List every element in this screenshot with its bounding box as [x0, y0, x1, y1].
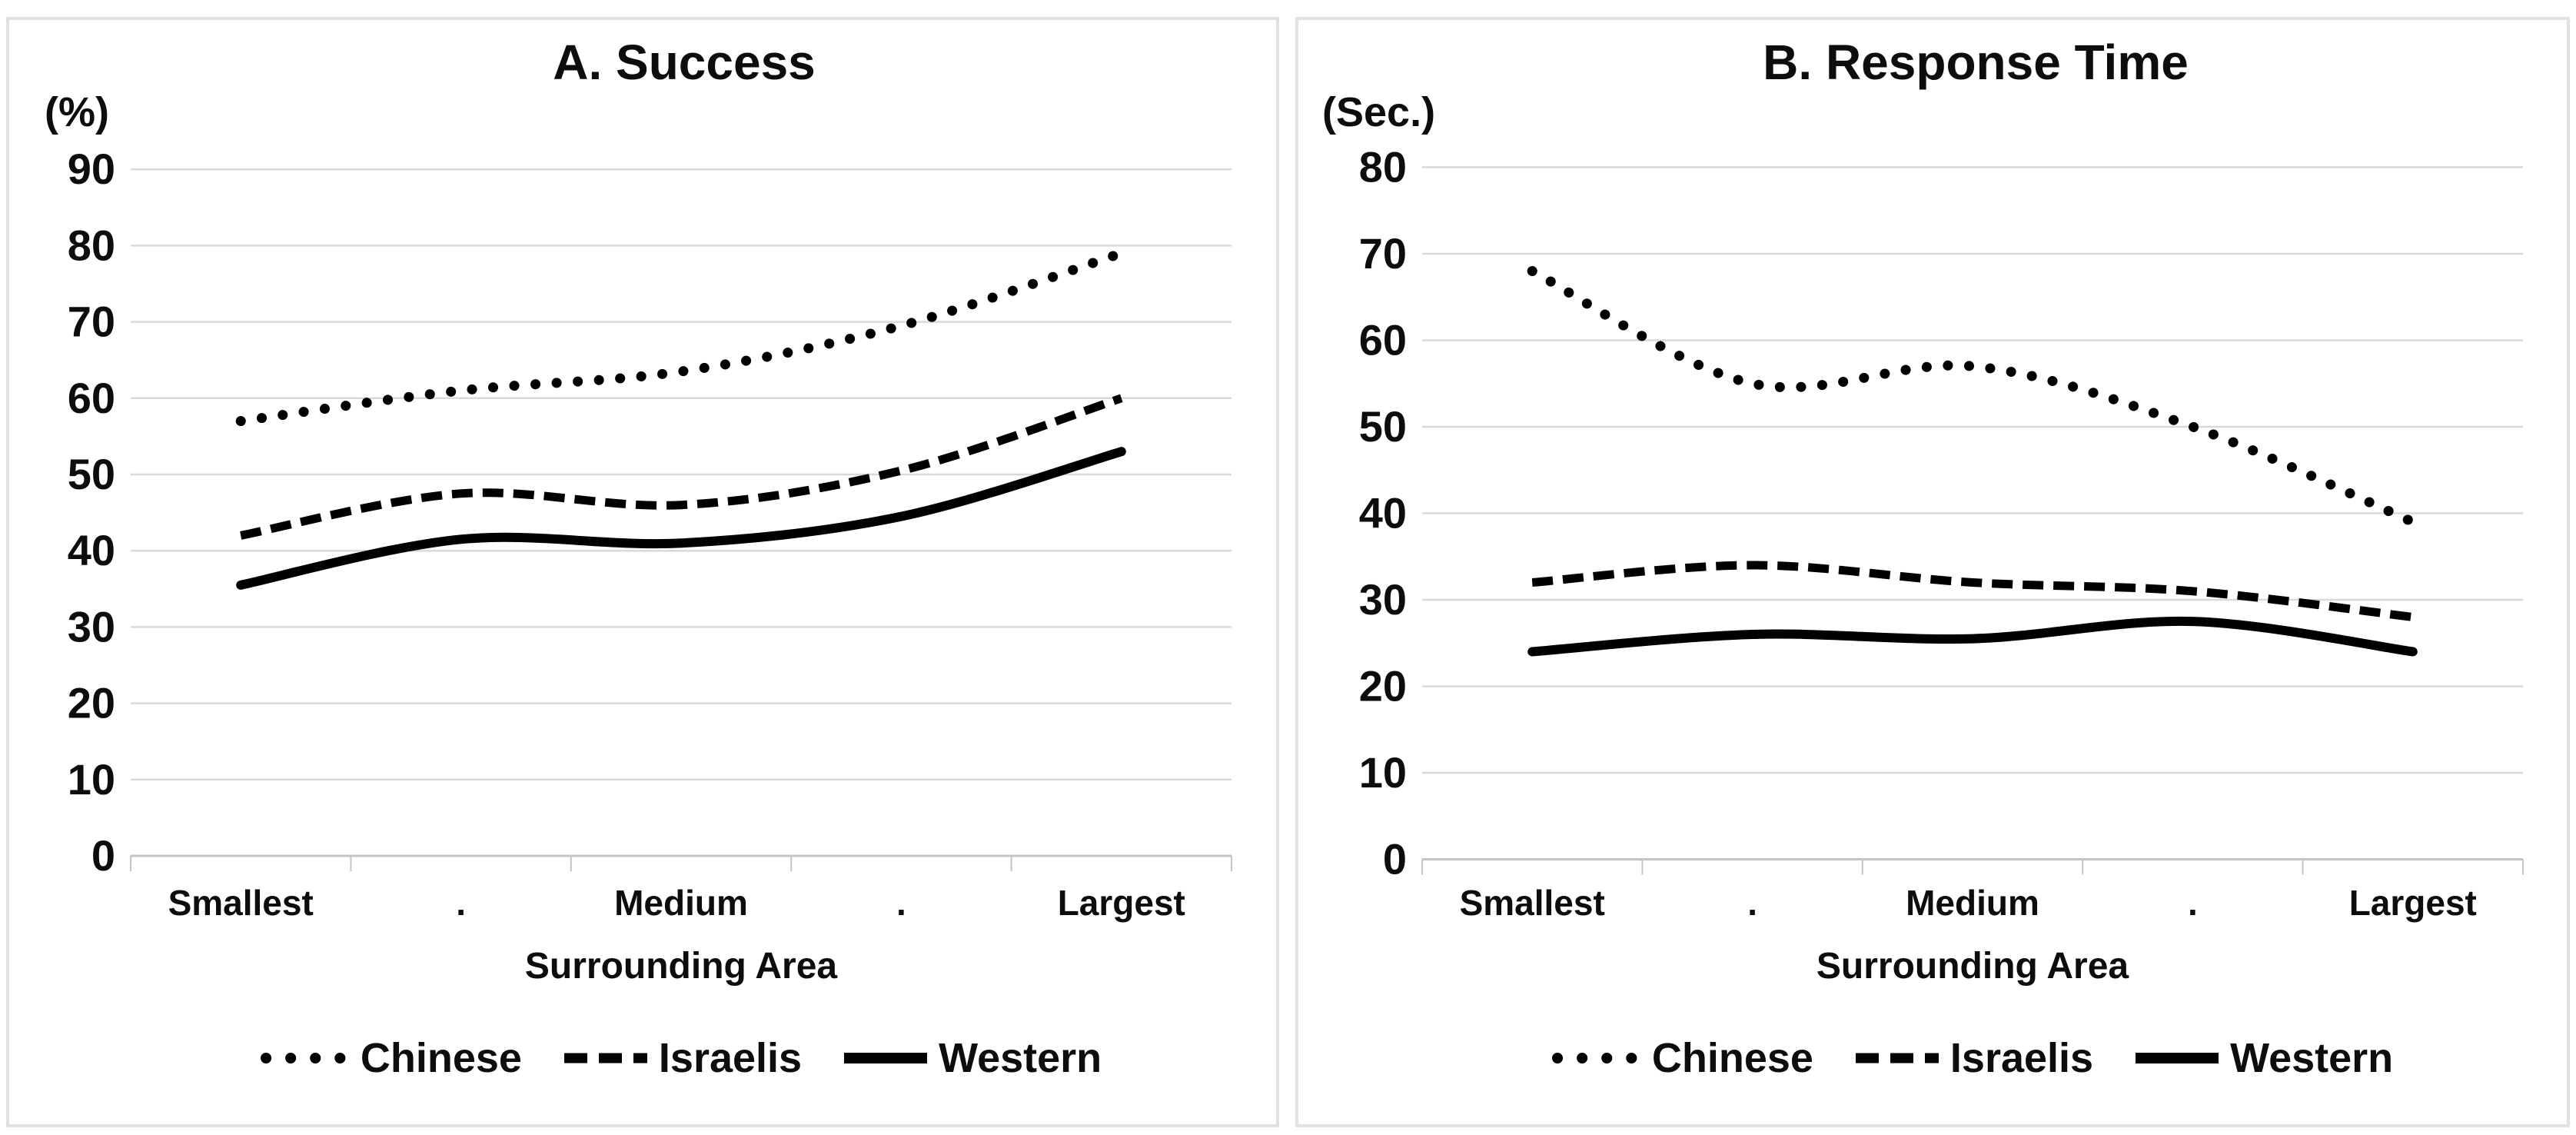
y-tick-label: 20 — [68, 679, 115, 727]
y-tick-label: 80 — [1359, 143, 1407, 191]
x-tick-label: Largest — [2349, 883, 2477, 923]
solid-line-icon — [2136, 1053, 2219, 1063]
y-tick-label: 90 — [68, 145, 115, 193]
legend-label: Israelis — [658, 1035, 803, 1081]
x-tick-label: Largest — [1058, 883, 1185, 923]
legend-label: Western — [939, 1035, 1102, 1081]
y-tick-label: 10 — [68, 755, 115, 804]
legend-label: Chinese — [360, 1035, 522, 1081]
y-tick-label: 60 — [1359, 316, 1407, 364]
y-axis-unit-success: (%) — [45, 89, 109, 135]
y-tick-label: 10 — [1359, 748, 1407, 797]
y-tick-label: 50 — [1359, 402, 1407, 451]
x-tick-label: Medium — [614, 883, 748, 923]
panel-border-success — [6, 17, 1279, 1127]
y-tick-label: 50 — [68, 450, 115, 498]
series-line-western — [236, 447, 1126, 590]
x-tick-label: . — [456, 883, 466, 923]
x-tick-label: . — [2188, 883, 2198, 923]
y-tick-label: 40 — [68, 526, 115, 574]
legend-label: Western — [2230, 1035, 2394, 1081]
y-tick-label: 0 — [91, 831, 115, 880]
legend-response-time: Chinese Israelis Western — [1422, 1015, 2523, 1101]
legend-success: Chinese Israelis Western — [131, 1015, 1231, 1101]
chart-title-response-time: B. Response Time — [1763, 35, 2189, 90]
dotted-line-icon — [1551, 1053, 1646, 1063]
series-line-western — [1527, 616, 2418, 657]
series-line-israelis — [1531, 561, 2414, 621]
legend-item-chinese: Chinese — [1551, 1034, 1813, 1082]
solid-line-icon — [844, 1053, 928, 1063]
series-line-chinese — [235, 248, 1127, 427]
y-tick-label: 60 — [68, 374, 115, 422]
x-tick-label: . — [1747, 883, 1757, 923]
y-tick-label: 20 — [1359, 662, 1407, 711]
x-axis-title: Surrounding Area — [525, 946, 838, 987]
dashed-line-icon — [1855, 1053, 1939, 1063]
legend-item-chinese: Chinese — [260, 1034, 522, 1082]
series-line-israelis — [240, 394, 1123, 540]
x-tick-label: Smallest — [1460, 883, 1605, 923]
legend-item-israelis: Israelis — [1850, 1034, 2093, 1082]
x-tick-label: . — [896, 883, 906, 923]
dashed-line-icon — [563, 1053, 647, 1063]
legend-item-western: Western — [2130, 1034, 2393, 1082]
legend-item-western: Western — [839, 1034, 1102, 1082]
y-tick-label: 70 — [68, 298, 115, 346]
series-line-chinese — [1527, 266, 2418, 528]
dotted-line-icon — [260, 1053, 354, 1063]
chart-title-success: A. Success — [553, 35, 816, 90]
panel-border-response-time — [1295, 17, 2570, 1127]
y-tick-label: 70 — [1359, 229, 1407, 278]
y-tick-label: 30 — [1359, 575, 1407, 624]
x-tick-label: Medium — [1906, 883, 2039, 923]
y-tick-label: 30 — [68, 602, 115, 651]
y-tick-label: 40 — [1359, 489, 1407, 538]
x-axis-title: Surrounding Area — [1816, 946, 2129, 987]
y-tick-label: 0 — [1383, 835, 1407, 884]
legend-item-israelis: Israelis — [559, 1034, 802, 1082]
y-axis-unit-response-time: (Sec.) — [1322, 89, 1436, 135]
y-tick-label: 80 — [68, 221, 115, 269]
x-tick-label: Smallest — [168, 883, 314, 923]
legend-label: Chinese — [1651, 1035, 1813, 1081]
legend-label: Israelis — [1949, 1035, 2094, 1081]
